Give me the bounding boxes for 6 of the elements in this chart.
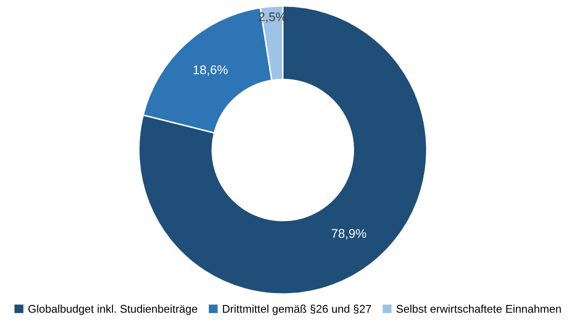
data-label: 78,9%	[332, 229, 366, 240]
data-label: 18,6%	[194, 65, 228, 76]
legend-label: Globalbudget inkl. Studienbeiträge	[28, 304, 198, 315]
legend-label: Drittmittel gemäß §26 und §27	[223, 304, 372, 315]
donut-slice	[138, 5, 428, 295]
legend-label: Selbst erwirtschaftete Einnahmen	[396, 304, 561, 313]
